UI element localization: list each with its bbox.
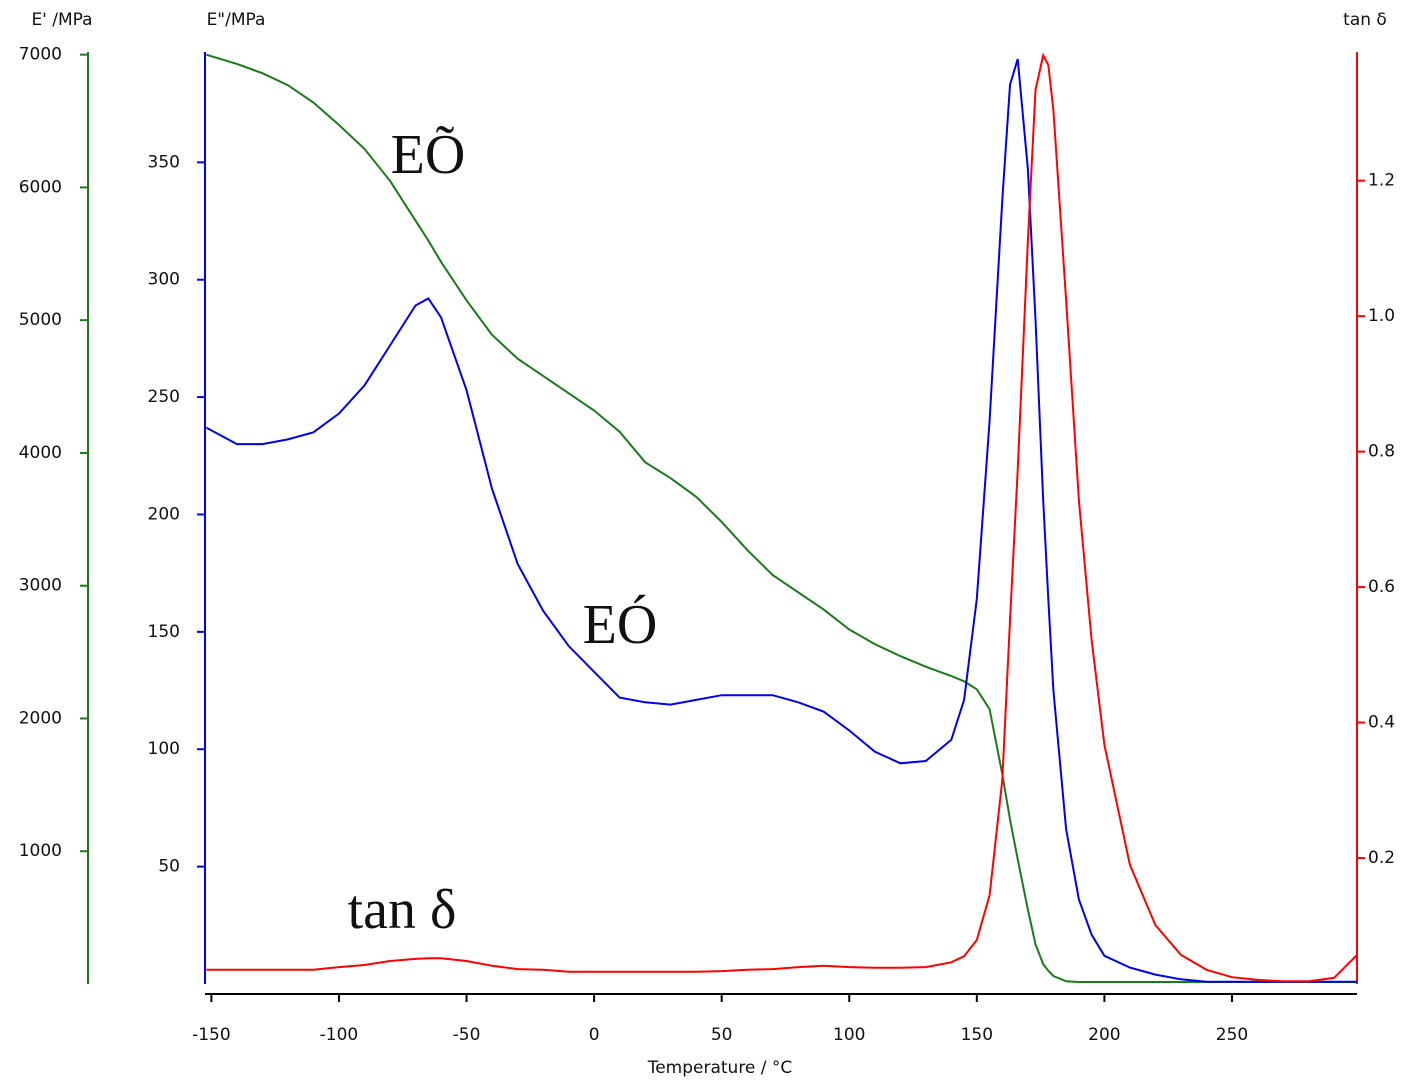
x-axis-title: Temperature / °C — [647, 1058, 793, 1078]
y2-tick-label: 350 — [148, 152, 180, 172]
annotation: tan δ — [348, 879, 457, 941]
y-tick-label: 5000 — [19, 310, 62, 330]
y3-tick-label: 0.2 — [1368, 848, 1395, 868]
data-line — [206, 52, 1358, 983]
x-tick-label: 150 — [961, 1025, 993, 1045]
x-tick-label: 50 — [711, 1025, 733, 1045]
x-tick-label: 250 — [1216, 1025, 1248, 1045]
y-tick-label: 3000 — [19, 576, 62, 596]
y-tick-label: 4000 — [19, 443, 62, 463]
data-line — [206, 53, 1357, 983]
y2-tick-label: 250 — [148, 387, 180, 407]
y2-tick-label: 50 — [158, 857, 180, 877]
x-tick-label: -100 — [320, 1025, 359, 1045]
y2-tick-label: 100 — [148, 739, 180, 759]
y2-tick-label: 150 — [148, 622, 180, 642]
data-line — [205, 58, 1357, 983]
x-tick-label: 200 — [1088, 1025, 1120, 1045]
y2-tick-label: 200 — [148, 504, 180, 524]
y2-axis-title: E"/MPa — [207, 10, 266, 30]
annotation: EÕ — [391, 124, 466, 186]
y3-tick-label: 1.0 — [1368, 306, 1395, 326]
y-tick-label: 6000 — [19, 177, 62, 197]
x-tick-label: -50 — [453, 1025, 481, 1045]
y-tick-label: 7000 — [19, 45, 62, 65]
x-tick-label: 0 — [589, 1025, 600, 1045]
y3-axis-title: tan δ — [1343, 10, 1387, 30]
y3-tick-label: 0.6 — [1368, 577, 1395, 597]
y2-tick-label: 300 — [148, 270, 180, 290]
y-axis-title: E' /MPa — [31, 10, 92, 30]
y-tick-label: 1000 — [19, 841, 62, 861]
y3-tick-label: 0.8 — [1368, 442, 1395, 462]
annotation: EÓ — [583, 593, 658, 656]
y3-tick-label: 1.2 — [1368, 171, 1395, 191]
y-tick-label: 2000 — [19, 708, 62, 728]
y3-tick-label: 0.4 — [1368, 713, 1395, 733]
x-tick-label: -150 — [192, 1025, 231, 1045]
x-tick-label: 100 — [833, 1025, 865, 1045]
